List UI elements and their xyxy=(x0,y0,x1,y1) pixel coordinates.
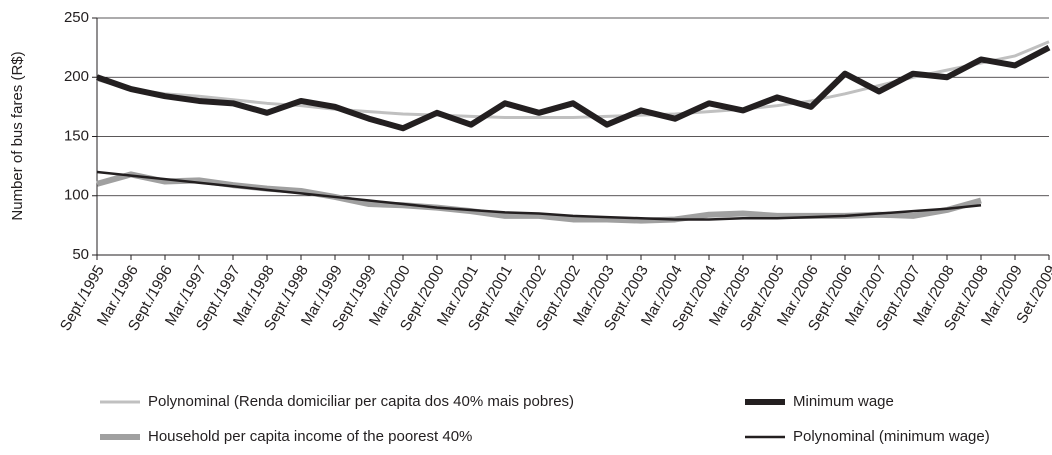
y-tick-label: 50 xyxy=(72,246,89,263)
y-tick-label: 250 xyxy=(64,9,89,26)
legend-label: Polynominal (Renda domiciliar per capita… xyxy=(148,393,574,410)
series-line xyxy=(96,170,982,221)
y-tick-label: 100 xyxy=(64,187,89,204)
legend-label: Minimum wage xyxy=(793,393,894,410)
y-axis-label: Number of bus fares (R$) xyxy=(9,51,26,220)
y-tick-label: 150 xyxy=(64,127,89,144)
y-tick-label: 200 xyxy=(64,68,89,85)
legend-label: Polynominal (minimum wage) xyxy=(793,428,990,445)
series-line xyxy=(96,44,1051,132)
legend-label: Household per capita income of the poore… xyxy=(148,428,472,445)
